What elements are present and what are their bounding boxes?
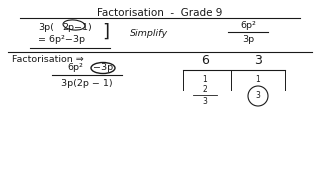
Text: 2: 2	[203, 86, 207, 94]
Text: 3: 3	[256, 91, 260, 100]
Text: 3p(2p − 1): 3p(2p − 1)	[61, 80, 113, 89]
Text: = 6p²−3p: = 6p²−3p	[38, 35, 85, 44]
Text: 6p²: 6p²	[240, 21, 256, 30]
Text: 6p²: 6p²	[67, 64, 83, 73]
Text: 3: 3	[203, 98, 207, 107]
Text: 3p(: 3p(	[38, 22, 54, 32]
Text: −3p: −3p	[93, 64, 113, 73]
Text: Simplify: Simplify	[130, 30, 168, 39]
Text: 1: 1	[203, 75, 207, 84]
Text: Factorisation  -  Grade 9: Factorisation - Grade 9	[97, 8, 223, 18]
Text: ]: ]	[102, 23, 109, 41]
Text: Factorisation ⇒: Factorisation ⇒	[12, 55, 84, 64]
Text: 3: 3	[254, 53, 262, 66]
Text: 2p−1): 2p−1)	[62, 22, 92, 32]
Text: 6: 6	[201, 53, 209, 66]
Text: 3p: 3p	[242, 35, 254, 44]
Text: 1: 1	[256, 75, 260, 84]
